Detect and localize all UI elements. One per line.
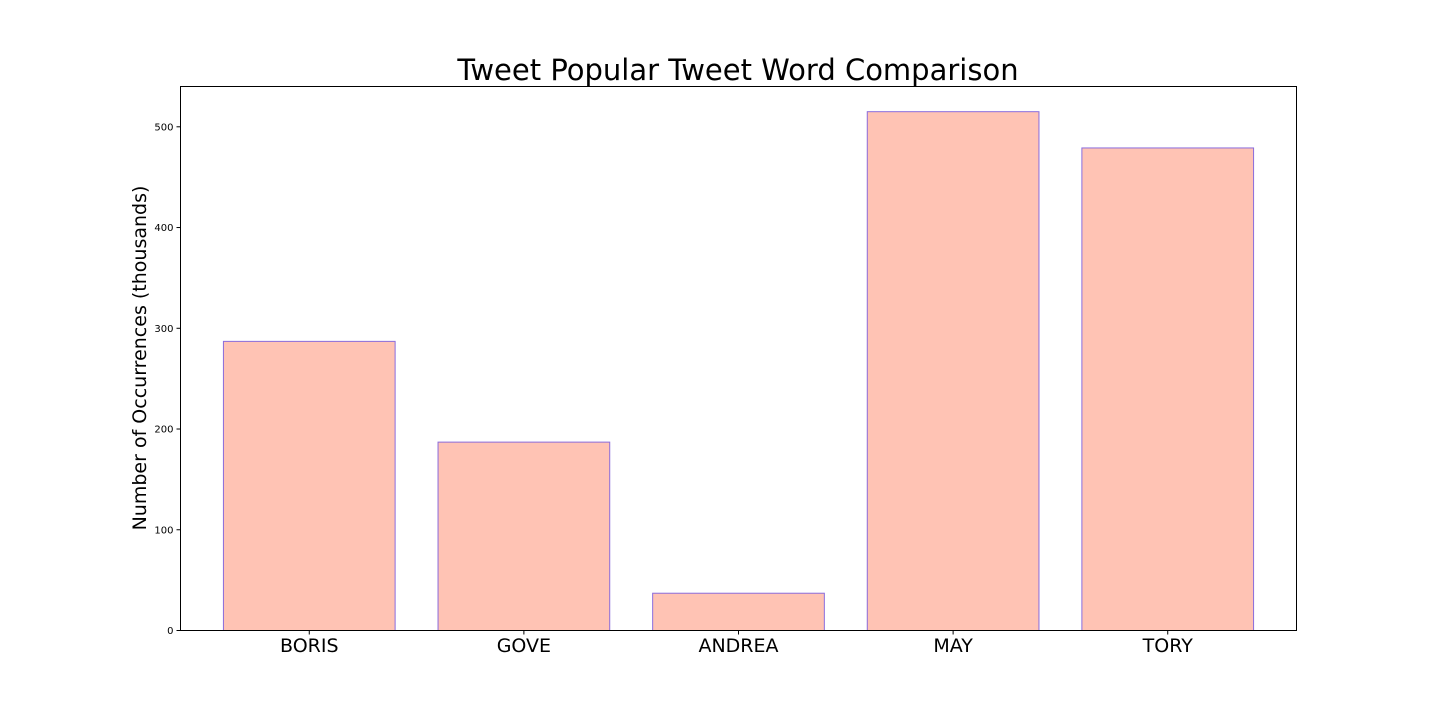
x-tick-label: MAY bbox=[933, 635, 973, 657]
bar-tory bbox=[1081, 147, 1255, 632]
chart-title: Tweet Popular Tweet Word Comparison bbox=[456, 53, 1018, 87]
bar-boris bbox=[222, 340, 396, 631]
x-tick-label: BORIS bbox=[280, 635, 339, 657]
bar-gove bbox=[437, 441, 611, 631]
y-axis-label: Number of Occurrences (thousands) bbox=[129, 186, 151, 531]
y-tick-label: 300 bbox=[154, 324, 173, 335]
y-tick-label: 100 bbox=[154, 525, 173, 536]
y-tick-label: 0 bbox=[167, 626, 173, 637]
plot-frame bbox=[180, 86, 1297, 631]
x-tick-label: GOVE bbox=[497, 635, 551, 657]
x-tick-label: TORY bbox=[1142, 635, 1194, 657]
x-tick-label: ANDREA bbox=[698, 635, 778, 657]
x-tick-labels: BORIS GOVE ANDREA MAY TORY bbox=[280, 630, 1194, 657]
bars-layer bbox=[222, 111, 1255, 632]
y-tick-label: 200 bbox=[154, 425, 173, 436]
bar-may bbox=[866, 111, 1040, 632]
y-tick-label: 400 bbox=[154, 223, 173, 234]
y-tick-label: 500 bbox=[154, 122, 173, 133]
bar-andrea bbox=[652, 592, 825, 632]
ticks-layer: 0 100 200 300 400 500 bbox=[154, 122, 181, 637]
